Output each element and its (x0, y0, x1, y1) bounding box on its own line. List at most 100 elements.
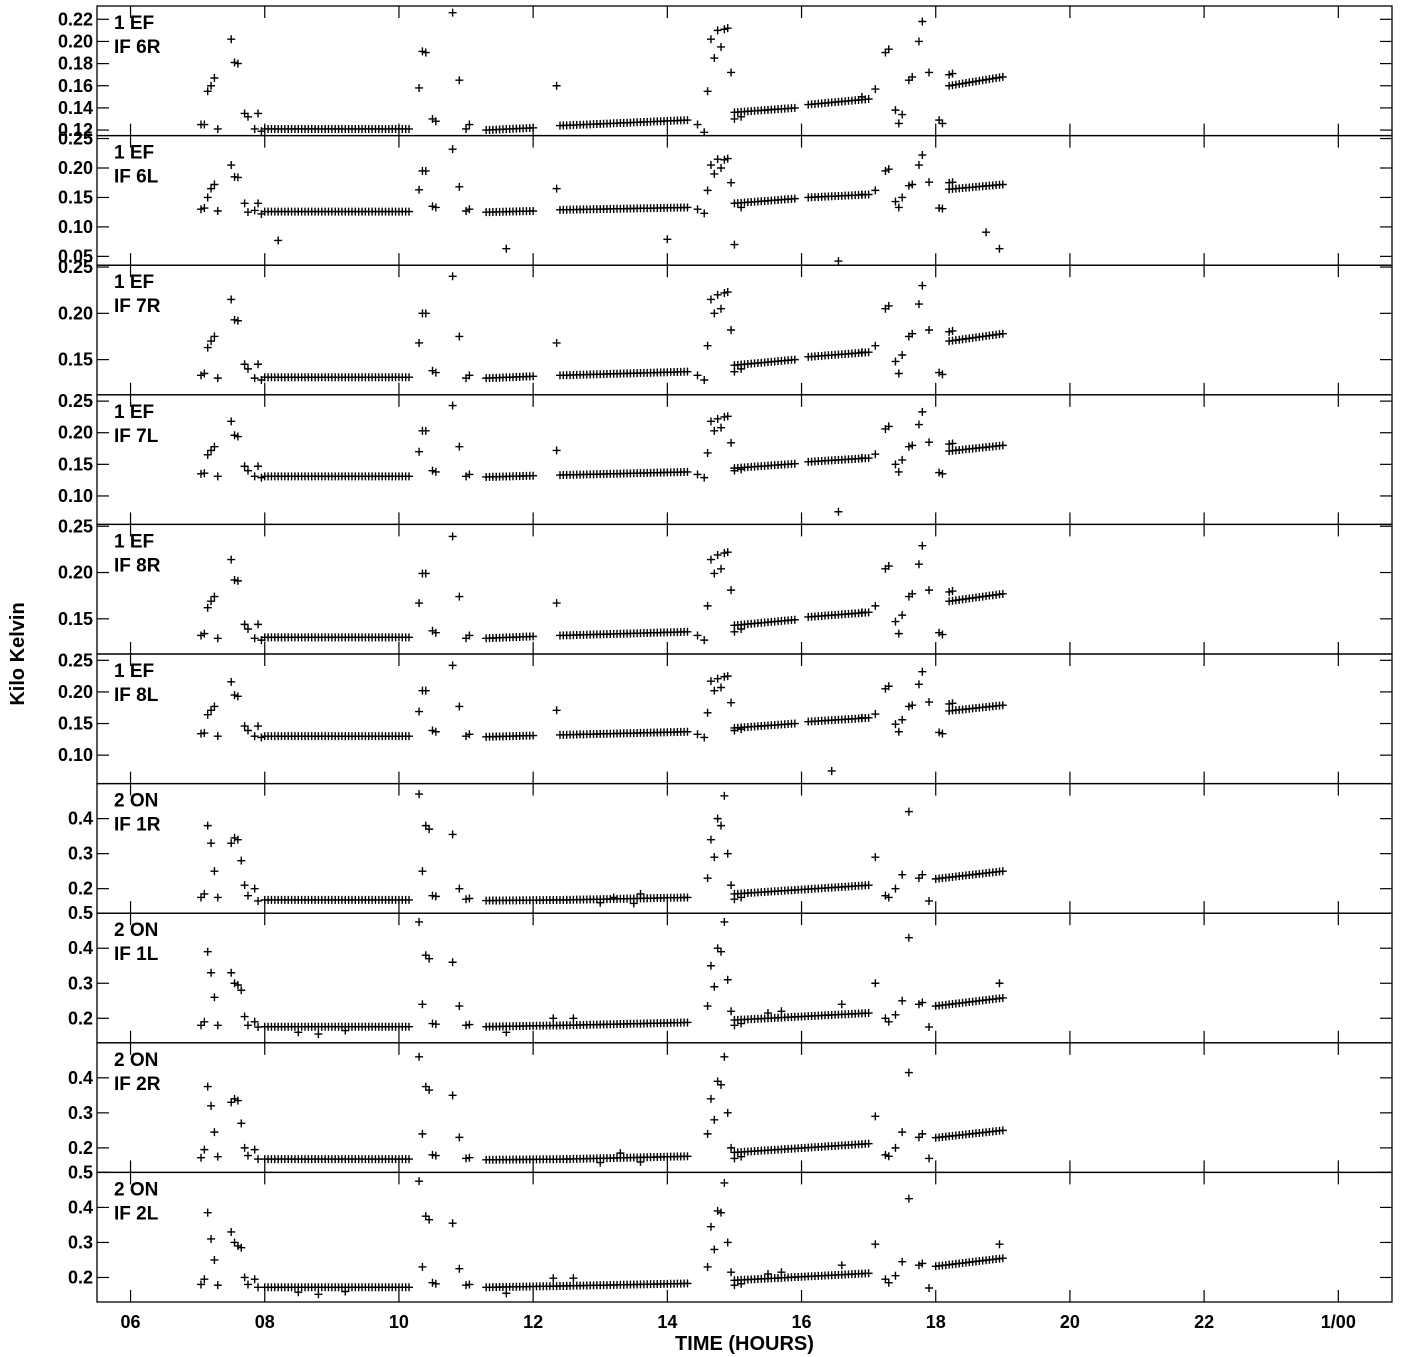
data-point (203, 450, 212, 459)
data-point (569, 1274, 578, 1283)
data-point (549, 1014, 558, 1023)
data-point (240, 1273, 249, 1282)
data-point (898, 455, 907, 464)
data-point (243, 625, 252, 634)
data-point (257, 375, 266, 384)
data-point (257, 209, 266, 218)
panel-label-line2: IF 1R (114, 815, 161, 836)
y-tick-label: 0.2 (68, 1008, 93, 1028)
data-point (529, 731, 538, 740)
data-point (713, 155, 722, 164)
data-point (837, 1000, 846, 1009)
data-point (730, 1281, 739, 1290)
data-point (693, 120, 702, 129)
data-point (884, 165, 893, 174)
data-point (552, 446, 561, 455)
data-point (737, 1152, 746, 1161)
data-point (502, 1289, 511, 1298)
data-point (341, 1287, 350, 1296)
data-point (569, 1014, 578, 1023)
data-point (918, 407, 927, 416)
data-point (213, 1021, 222, 1030)
y-tick-label: 0.22 (58, 9, 93, 29)
data-point (529, 207, 538, 216)
data-point (727, 68, 736, 77)
data-point (884, 562, 893, 571)
data-point (894, 119, 903, 128)
data-point (227, 839, 236, 848)
data-point (213, 1152, 222, 1161)
data-point (703, 708, 712, 717)
data-point (465, 120, 474, 129)
data-point (710, 569, 719, 578)
data-point (857, 348, 866, 357)
data-point (210, 702, 219, 711)
data-point (898, 611, 907, 620)
data-point (730, 114, 739, 123)
data-point (210, 993, 219, 1002)
data-point (455, 1133, 464, 1142)
data-point (405, 732, 414, 741)
data-point (998, 1254, 1007, 1263)
data-point (455, 332, 464, 341)
data-point (213, 207, 222, 216)
data-point (827, 766, 836, 775)
data-point (200, 889, 209, 898)
data-point (710, 169, 719, 178)
data-point (730, 466, 739, 475)
x-tick-label: 14 (657, 1312, 677, 1332)
data-point (200, 120, 209, 129)
data-point (421, 426, 430, 435)
data-point (405, 373, 414, 382)
data-point (448, 830, 457, 839)
data-point (938, 204, 947, 213)
data-point (240, 881, 249, 890)
data-point (710, 686, 719, 695)
data-point (203, 710, 212, 719)
y-tick-label: 0.20 (58, 563, 93, 583)
data-point (227, 1227, 236, 1236)
panel-frame (96, 394, 1393, 526)
data-point (448, 532, 457, 541)
data-point (898, 1257, 907, 1266)
data-point (405, 1022, 414, 1031)
data-point (421, 309, 430, 318)
data-point (723, 1238, 732, 1247)
data-point (871, 853, 880, 862)
data-point (730, 1154, 739, 1163)
data-point (717, 1208, 726, 1217)
data-point (636, 1157, 645, 1166)
data-point (213, 472, 222, 481)
data-point (529, 471, 538, 480)
data-point (431, 117, 440, 126)
data-point (415, 447, 424, 456)
data-point (243, 1280, 252, 1289)
data-point (243, 891, 252, 900)
data-point (894, 727, 903, 736)
data-point (431, 368, 440, 377)
data-point (243, 112, 252, 121)
data-point (465, 1153, 474, 1162)
data-point (864, 190, 873, 199)
data-point (713, 26, 722, 35)
data-point (737, 1019, 746, 1028)
panel-label-line2: IF 8L (114, 685, 159, 706)
data-point (857, 92, 866, 101)
data-point (871, 601, 880, 610)
data-point (552, 81, 561, 90)
data-point (703, 341, 712, 350)
data-point (834, 507, 843, 516)
data-point (294, 1288, 303, 1297)
y-tick-label: 0.4 (68, 1197, 93, 1217)
data-point (243, 208, 252, 217)
panel-label-line2: IF 2L (114, 1203, 159, 1224)
data-point (465, 371, 474, 380)
data-point (737, 364, 746, 373)
data-point (405, 207, 414, 216)
data-point (723, 288, 732, 297)
data-point (683, 116, 692, 125)
data-point (717, 564, 726, 573)
data-point (405, 895, 414, 904)
data-point (864, 95, 873, 104)
